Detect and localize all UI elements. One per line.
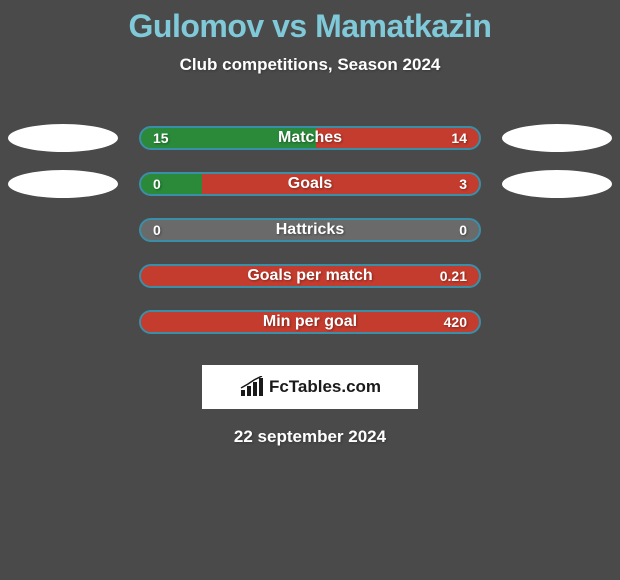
stat-row: Goals per match0.21 bbox=[20, 253, 600, 299]
stats-area: Matches1514 Goals03 Hattricks0 0 Goals per m… bbox=[0, 115, 620, 345]
stat-row: Matches1514 bbox=[20, 115, 600, 161]
stat-value-left: 0 bbox=[153, 220, 161, 240]
stat-bar-right-fill bbox=[316, 128, 479, 148]
stat-bar: Hattricks0 0 bbox=[139, 218, 481, 242]
fctables-logo: FcTables.com bbox=[202, 365, 418, 409]
stat-bar-right-fill bbox=[141, 312, 479, 332]
page-title: Gulomov vs Mamatkazin bbox=[0, 0, 620, 45]
stat-bar: Matches1514 bbox=[139, 126, 481, 150]
stat-label: Hattricks bbox=[141, 220, 479, 240]
player-left-marker bbox=[8, 124, 118, 152]
stat-bar-right-fill bbox=[202, 174, 479, 194]
player-right-name: Mamatkazin bbox=[315, 8, 491, 44]
stat-bar: Min per goal420 bbox=[139, 310, 481, 334]
barchart-icon bbox=[239, 376, 265, 398]
stat-row: Goals03 bbox=[20, 161, 600, 207]
stat-bar-left-fill bbox=[141, 128, 316, 148]
stat-row: Hattricks0 0 bbox=[20, 207, 600, 253]
player-right-marker bbox=[502, 170, 612, 198]
stat-bar-right-fill bbox=[141, 266, 479, 286]
player-left-name: Gulomov bbox=[129, 8, 264, 44]
player-left-marker bbox=[8, 170, 118, 198]
stat-bar: Goals03 bbox=[139, 172, 481, 196]
vs-separator: vs bbox=[264, 8, 315, 44]
subtitle: Club competitions, Season 2024 bbox=[0, 55, 620, 75]
date: 22 september 2024 bbox=[0, 427, 620, 447]
player-right-marker bbox=[502, 124, 612, 152]
stat-bar-left-fill bbox=[141, 174, 202, 194]
stat-row: Min per goal420 bbox=[20, 299, 600, 345]
comparison-card: Gulomov vs Mamatkazin Club competitions,… bbox=[0, 0, 620, 580]
logo-text: FcTables.com bbox=[269, 377, 381, 397]
stat-value-right: 0 bbox=[459, 220, 467, 240]
stat-bar: Goals per match0.21 bbox=[139, 264, 481, 288]
